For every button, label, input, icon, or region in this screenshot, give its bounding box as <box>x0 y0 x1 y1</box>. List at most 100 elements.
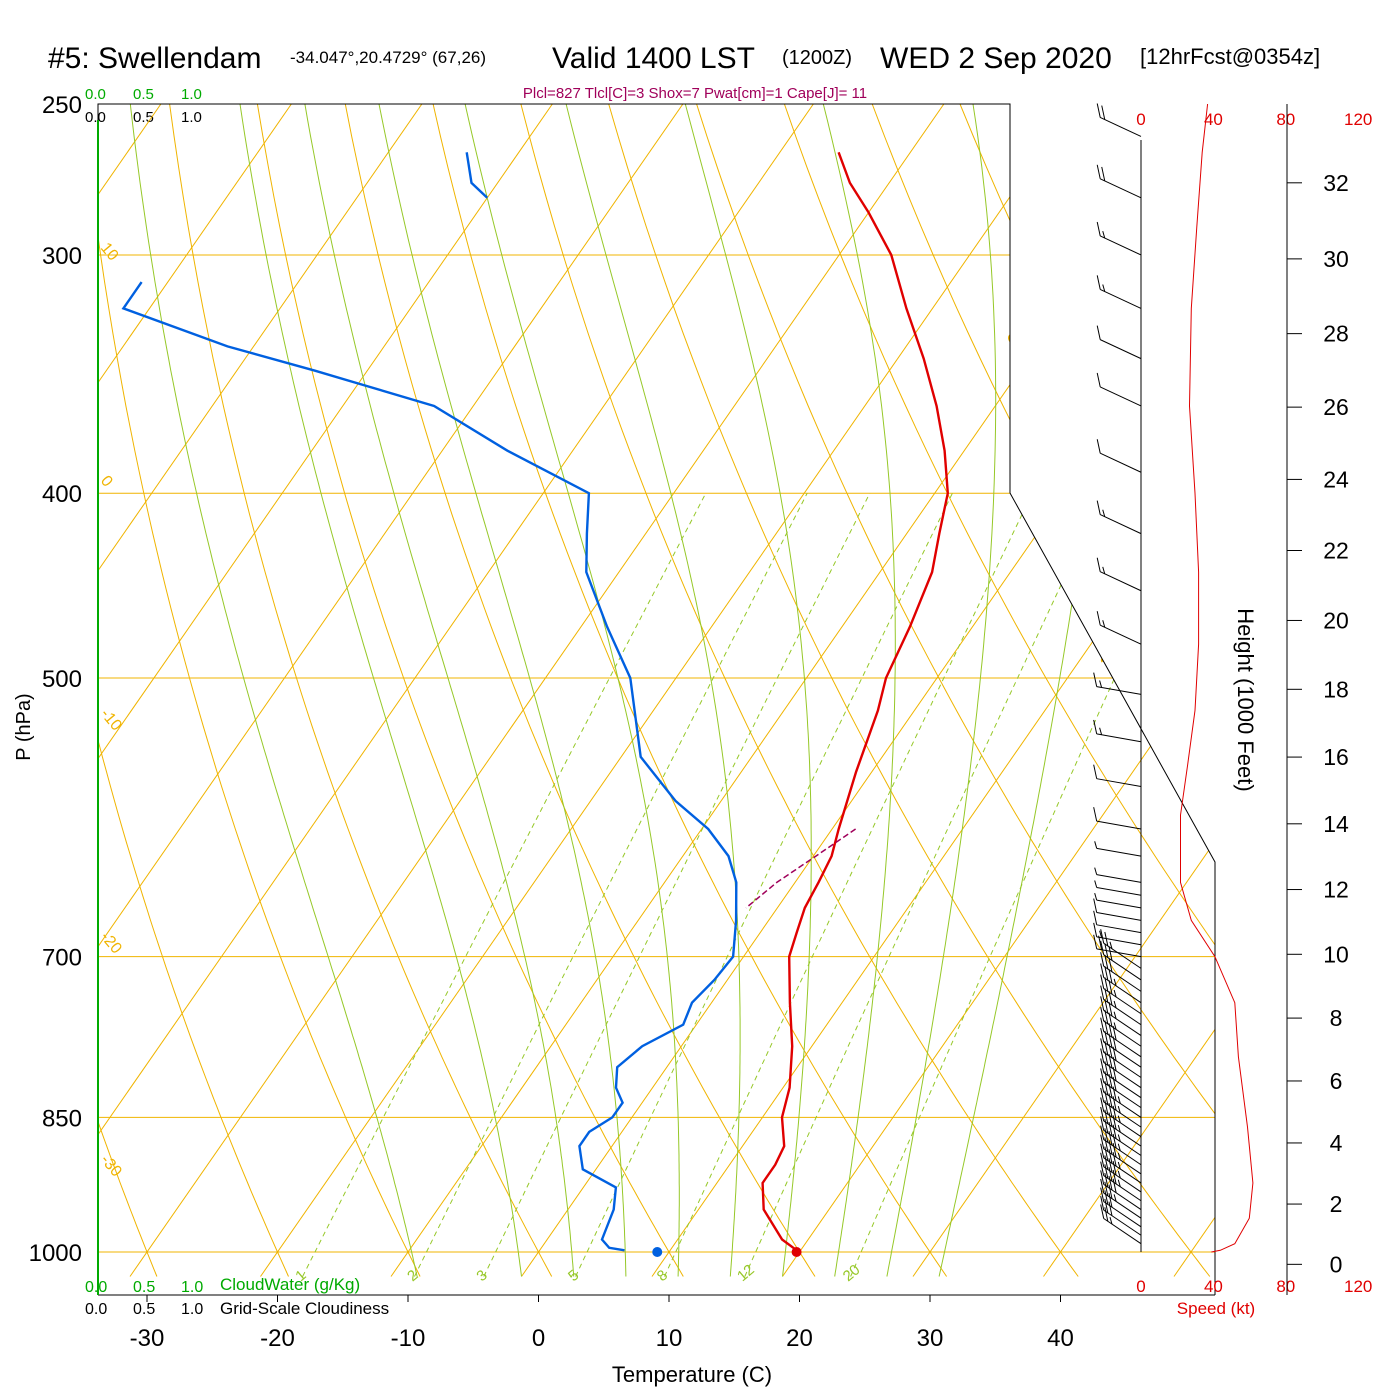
barb-flag-770 <box>1108 1001 1113 1017</box>
height-axis-label: Height (1000 Feet) <box>1233 608 1258 791</box>
barb-flag-920 <box>1100 1143 1105 1158</box>
barb-flag-960 <box>1108 1184 1113 1199</box>
series-temperature <box>761 151 950 1252</box>
dry-adiabat-110 <box>1119 104 1215 1277</box>
barb-staff-300 <box>1100 235 1142 256</box>
barb-staff-320 <box>1100 288 1142 309</box>
barb-half-650 <box>1094 880 1098 888</box>
barb-flag-670 <box>1093 898 1098 913</box>
barb-staff-780 <box>1103 1020 1142 1047</box>
barb-flag-730 <box>1104 954 1109 970</box>
barb-staff-260 <box>1100 117 1142 137</box>
barb-staff-540 <box>1096 733 1142 743</box>
isotherm-label--30: -30 <box>97 1152 125 1181</box>
barb-half-710 <box>1109 941 1113 949</box>
height-tick-label-30: 30 <box>1323 246 1349 272</box>
barb-staff-600 <box>1096 820 1142 830</box>
cloud-bottom-green-1: 0.5 <box>133 1279 155 1296</box>
barb-flag-690 <box>1093 922 1098 938</box>
barb-flag-910 <box>1108 1140 1113 1155</box>
moist-adiabat-8 <box>886 104 997 1277</box>
height-tick-label-32: 32 <box>1323 170 1349 196</box>
barb-flag-810 <box>1100 1038 1105 1053</box>
barb-staff-620 <box>1096 847 1142 857</box>
barb-flag-280 <box>1096 164 1101 179</box>
barb-half-890 <box>1117 1134 1121 1142</box>
barb-staff-850 <box>1103 1091 1142 1118</box>
mixing-ratio-label-20: 20 <box>840 1261 864 1285</box>
barb-staff-990 <box>1103 1218 1142 1245</box>
barb-staff-950 <box>1103 1183 1142 1210</box>
barb-staff-860 <box>1103 1101 1142 1128</box>
isotherm-10 <box>651 104 1215 1277</box>
mixing-ratio-label-12: 12 <box>734 1261 758 1285</box>
barb-flag-760 <box>1100 985 1105 1000</box>
moist-adiabat-4 <box>464 104 680 1277</box>
speed-profile-line <box>1180 103 1254 1253</box>
theta-label-20: 20 <box>1095 641 1130 676</box>
barb-staff-700 <box>1096 948 1142 958</box>
barb-flag-910 <box>1100 1134 1105 1149</box>
plot-boundary <box>97 103 1216 1295</box>
dry-adiabat--20 <box>98 104 289 1277</box>
barb-staff-770 <box>1103 1009 1142 1036</box>
barb-flag-870 <box>1100 1097 1105 1112</box>
isotherm--40 <box>98 104 814 1277</box>
dry-adiabat-60 <box>685 104 1215 1277</box>
moist-adiabat-5 <box>565 104 741 1277</box>
barb-flag-880 <box>1100 1106 1105 1122</box>
isotherm--50 <box>98 104 684 1277</box>
isotherm-label--10: -10 <box>97 706 125 735</box>
dry-adiabat-140 <box>1381 70 1400 1276</box>
barb-flag-750 <box>1104 977 1109 992</box>
barb-flag-360 <box>1096 372 1101 388</box>
barb-flag-700 <box>1098 935 1103 950</box>
barb-staff-840 <box>1103 1082 1142 1109</box>
series-parcel <box>745 828 857 909</box>
barb-half-960 <box>1113 1194 1117 1202</box>
dry-adiabat-50 <box>598 104 1211 1277</box>
theta-label-30: 30 <box>1167 764 1202 799</box>
barb-flag-760 <box>1108 991 1113 1006</box>
y-tick-label-500: 500 <box>42 666 82 693</box>
cloud-top-green-2: 1.0 <box>181 86 202 103</box>
barb-flag-680 <box>1093 910 1098 925</box>
barb-flag-420 <box>1096 500 1101 515</box>
barb-flag-480 <box>1096 611 1101 626</box>
barb-half-540 <box>1099 727 1103 735</box>
speed-top-tick-120: 120 <box>1344 110 1372 129</box>
barb-flag-970 <box>1104 1190 1109 1205</box>
theta-label-10: 10 <box>1030 514 1065 549</box>
barb-staff-650 <box>1096 886 1142 896</box>
barb-staff-640 <box>1096 874 1142 883</box>
barb-flag-740 <box>1104 966 1109 981</box>
barb-staff-510 <box>1096 686 1142 695</box>
title-utc: (1200Z) <box>782 47 852 69</box>
barb-flag-800 <box>1100 1027 1105 1043</box>
height-tick-label-6: 6 <box>1330 1068 1343 1094</box>
height-tick-label-0: 0 <box>1330 1251 1343 1277</box>
barb-half-990 <box>1109 1216 1113 1225</box>
barb-half-420 <box>1102 509 1106 517</box>
x-tick-label--10: -10 <box>391 1325 426 1352</box>
barb-staff-870 <box>1103 1111 1142 1138</box>
moist-adiabat-6 <box>684 104 812 1277</box>
height-tick-label-20: 20 <box>1323 607 1349 633</box>
barb-flag-720 <box>1108 946 1113 961</box>
barb-flag-980 <box>1100 1196 1105 1211</box>
barb-half-860 <box>1117 1105 1121 1114</box>
barb-staff-980 <box>1103 1209 1142 1236</box>
dry-adiabat-40 <box>512 104 1079 1277</box>
barb-flag-260 <box>1096 103 1101 118</box>
cloud-bottom-black-1: 0.5 <box>133 1301 155 1318</box>
y-tick-label-400: 400 <box>42 481 82 508</box>
height-tick-label-8: 8 <box>1330 1005 1343 1031</box>
barb-flag-850 <box>1100 1078 1105 1093</box>
dry-adiabat-0 <box>164 104 553 1277</box>
barb-flag-540 <box>1093 719 1098 735</box>
isotherm--60 <box>98 104 553 1277</box>
speed-top-tick-80: 80 <box>1276 110 1295 129</box>
